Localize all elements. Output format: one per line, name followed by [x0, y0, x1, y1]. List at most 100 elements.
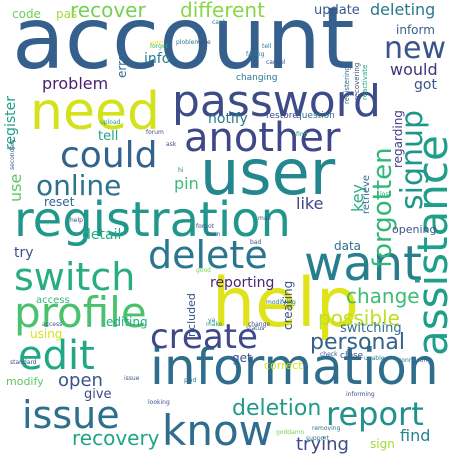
word-reactivate: reactivate	[361, 64, 369, 100]
word-different: different	[180, 0, 265, 22]
word-ask: ask	[166, 141, 177, 148]
word-regarding: regarding	[391, 110, 405, 168]
word-want: want	[304, 236, 422, 292]
word-problem: problem	[42, 74, 109, 93]
word-included: included	[185, 293, 198, 340]
word-ploblem: ploblem	[176, 39, 201, 46]
word-code: code	[12, 7, 41, 21]
word-make: make	[206, 321, 223, 328]
word-give-small: give	[198, 39, 211, 46]
word-recovering: recovering	[353, 62, 361, 100]
word-changing: changing	[236, 73, 278, 83]
word-issue: issue	[22, 393, 120, 437]
word-data: data	[334, 239, 362, 253]
word-information: information	[150, 338, 439, 396]
word-check: check	[320, 351, 338, 358]
word-need: need	[30, 82, 160, 142]
word-restore: restore	[266, 111, 298, 121]
word-open: open	[58, 370, 103, 391]
word-bad: bad	[250, 239, 262, 246]
word-issue-small: issue	[124, 375, 140, 382]
word-edit: edit	[18, 333, 95, 379]
word-report: report	[326, 395, 424, 433]
word-possible: possible	[318, 306, 400, 330]
word-account: account	[12, 0, 355, 89]
word-hi: hi	[178, 167, 184, 174]
word-recover: recover	[70, 0, 146, 22]
word-pin: pin	[174, 174, 199, 193]
word-secondary: secondary	[9, 138, 16, 170]
word-status: status	[246, 325, 265, 332]
word-cancel: cancel	[266, 59, 286, 66]
word-lost: lost	[380, 191, 391, 198]
word-could: could	[60, 135, 158, 176]
word-find-small: find	[296, 131, 308, 138]
word-change-small: change	[248, 321, 271, 328]
word-using: using	[30, 327, 63, 341]
word-pwd: pwd	[184, 377, 197, 384]
word-registration: registration	[14, 192, 291, 248]
word-another: another	[184, 115, 341, 161]
word-update: update	[314, 3, 360, 18]
word-user: user	[200, 136, 336, 209]
word-one: one	[150, 39, 164, 47]
word-inform: inform	[396, 23, 435, 37]
word-deletion: deletion	[232, 396, 322, 421]
word-like: like	[296, 194, 324, 213]
word-looking: looking	[148, 399, 170, 406]
word-recovery: recovery	[72, 426, 160, 450]
word-ya: ya	[208, 317, 216, 324]
word-goddamn: goddamn	[276, 429, 305, 436]
word-question: question	[296, 111, 335, 121]
word-retrieve: retrieve	[361, 174, 372, 214]
word-give: give	[84, 387, 112, 402]
word-forget: forget	[150, 43, 168, 50]
word-info: info	[144, 51, 171, 67]
word-help-small: help	[70, 217, 83, 224]
word-reporting: reporting	[210, 275, 275, 291]
word-find: find	[400, 426, 431, 445]
word-failing: failing	[246, 51, 265, 58]
word-forgot: forgot	[196, 223, 214, 230]
word-switching: switching	[340, 321, 402, 336]
word-change: change	[346, 284, 420, 308]
word-notify: notify	[208, 111, 248, 127]
word-upload: upload	[100, 119, 121, 126]
word-forum: forum	[146, 129, 164, 136]
word-access: access	[36, 295, 70, 306]
word-access-small: access	[42, 321, 63, 328]
word-password: password	[172, 76, 381, 127]
word-tell-small: tell	[262, 43, 272, 50]
word-delete: delete	[148, 233, 268, 277]
word-registering: registering	[343, 66, 351, 104]
word-pas: pas	[56, 7, 78, 21]
word-support: support	[306, 435, 330, 442]
word-help: help	[212, 264, 359, 343]
word-mail: mail	[258, 215, 271, 222]
word-error: error	[115, 48, 129, 78]
word-informing: informing	[346, 391, 375, 398]
word-try: try	[14, 245, 34, 261]
word-cant: cant	[212, 19, 226, 26]
word-connecting: connecting	[398, 357, 432, 364]
word-correct: correct	[264, 359, 303, 372]
word-removing: removing	[312, 425, 341, 432]
word-tell: tell	[98, 129, 119, 144]
word-would: would	[390, 60, 438, 79]
word-profile: profile	[14, 288, 147, 337]
word-detail: detail	[82, 227, 122, 243]
word-unable: unable	[364, 355, 385, 362]
word-modifying: modifying	[266, 299, 296, 306]
word-deleting: deleting	[370, 0, 436, 19]
word-trying: trying	[296, 434, 349, 455]
word-seen: seen	[206, 231, 221, 238]
word-modify: modify	[6, 375, 44, 388]
word-online: online	[36, 169, 122, 202]
word-close: close	[340, 351, 364, 361]
word-editing: editing	[106, 315, 148, 329]
word-switch: switch	[14, 255, 136, 299]
word-good: good	[196, 267, 211, 274]
word-got: got	[414, 77, 437, 93]
word-new: new	[384, 31, 447, 66]
